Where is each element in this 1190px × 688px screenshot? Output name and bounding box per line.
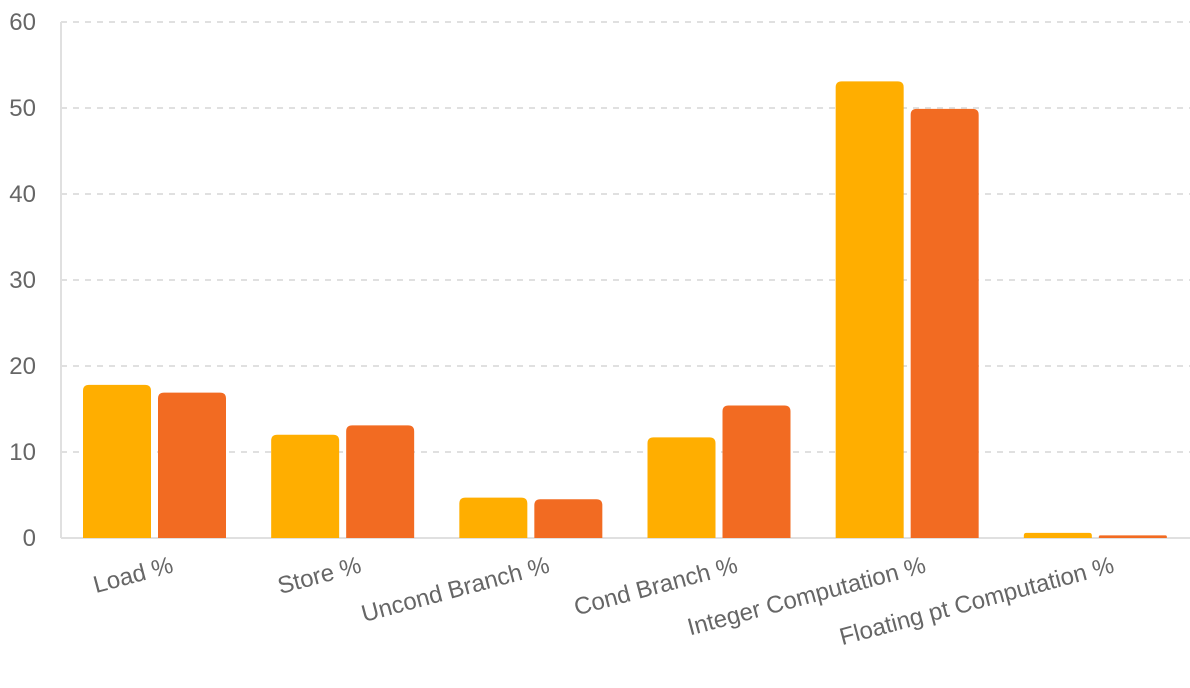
y-tick-label: 10 (9, 439, 36, 466)
x-axis-labels: Load % Store %Uncond Branch % Cond Branch … (90, 552, 1116, 651)
bar-series-2 (158, 392, 226, 538)
y-tick-label: 40 (9, 181, 36, 208)
bar-series-1 (1023, 532, 1092, 538)
bar-series-2 (722, 405, 791, 538)
bar-series-1 (459, 497, 528, 538)
y-axis-ticks: 0 10 20 30 40 50 60 (9, 9, 36, 552)
bar-series-2 (1098, 535, 1167, 538)
y-tick-label: 20 (9, 353, 36, 380)
bar-series-1 (647, 437, 716, 538)
y-tick-label: 50 (9, 95, 36, 122)
bar-series-2 (910, 108, 979, 539)
axes (60, 22, 1190, 539)
bar-series-2 (346, 425, 415, 538)
x-category-label: Store % (275, 552, 364, 600)
y-tick-label: 0 (23, 525, 36, 552)
bar-series-1 (83, 384, 151, 538)
bar-series-1 (835, 81, 904, 538)
y-tick-label: 30 (9, 267, 36, 294)
gridlines (61, 21, 1190, 453)
y-tick-label: 60 (9, 9, 36, 36)
bar-series-2 (534, 499, 603, 538)
x-category-label: Load % (90, 552, 176, 599)
x-category-label: Uncond Branch % (359, 552, 553, 628)
bars (83, 81, 1167, 539)
bar-series-1 (271, 434, 340, 538)
